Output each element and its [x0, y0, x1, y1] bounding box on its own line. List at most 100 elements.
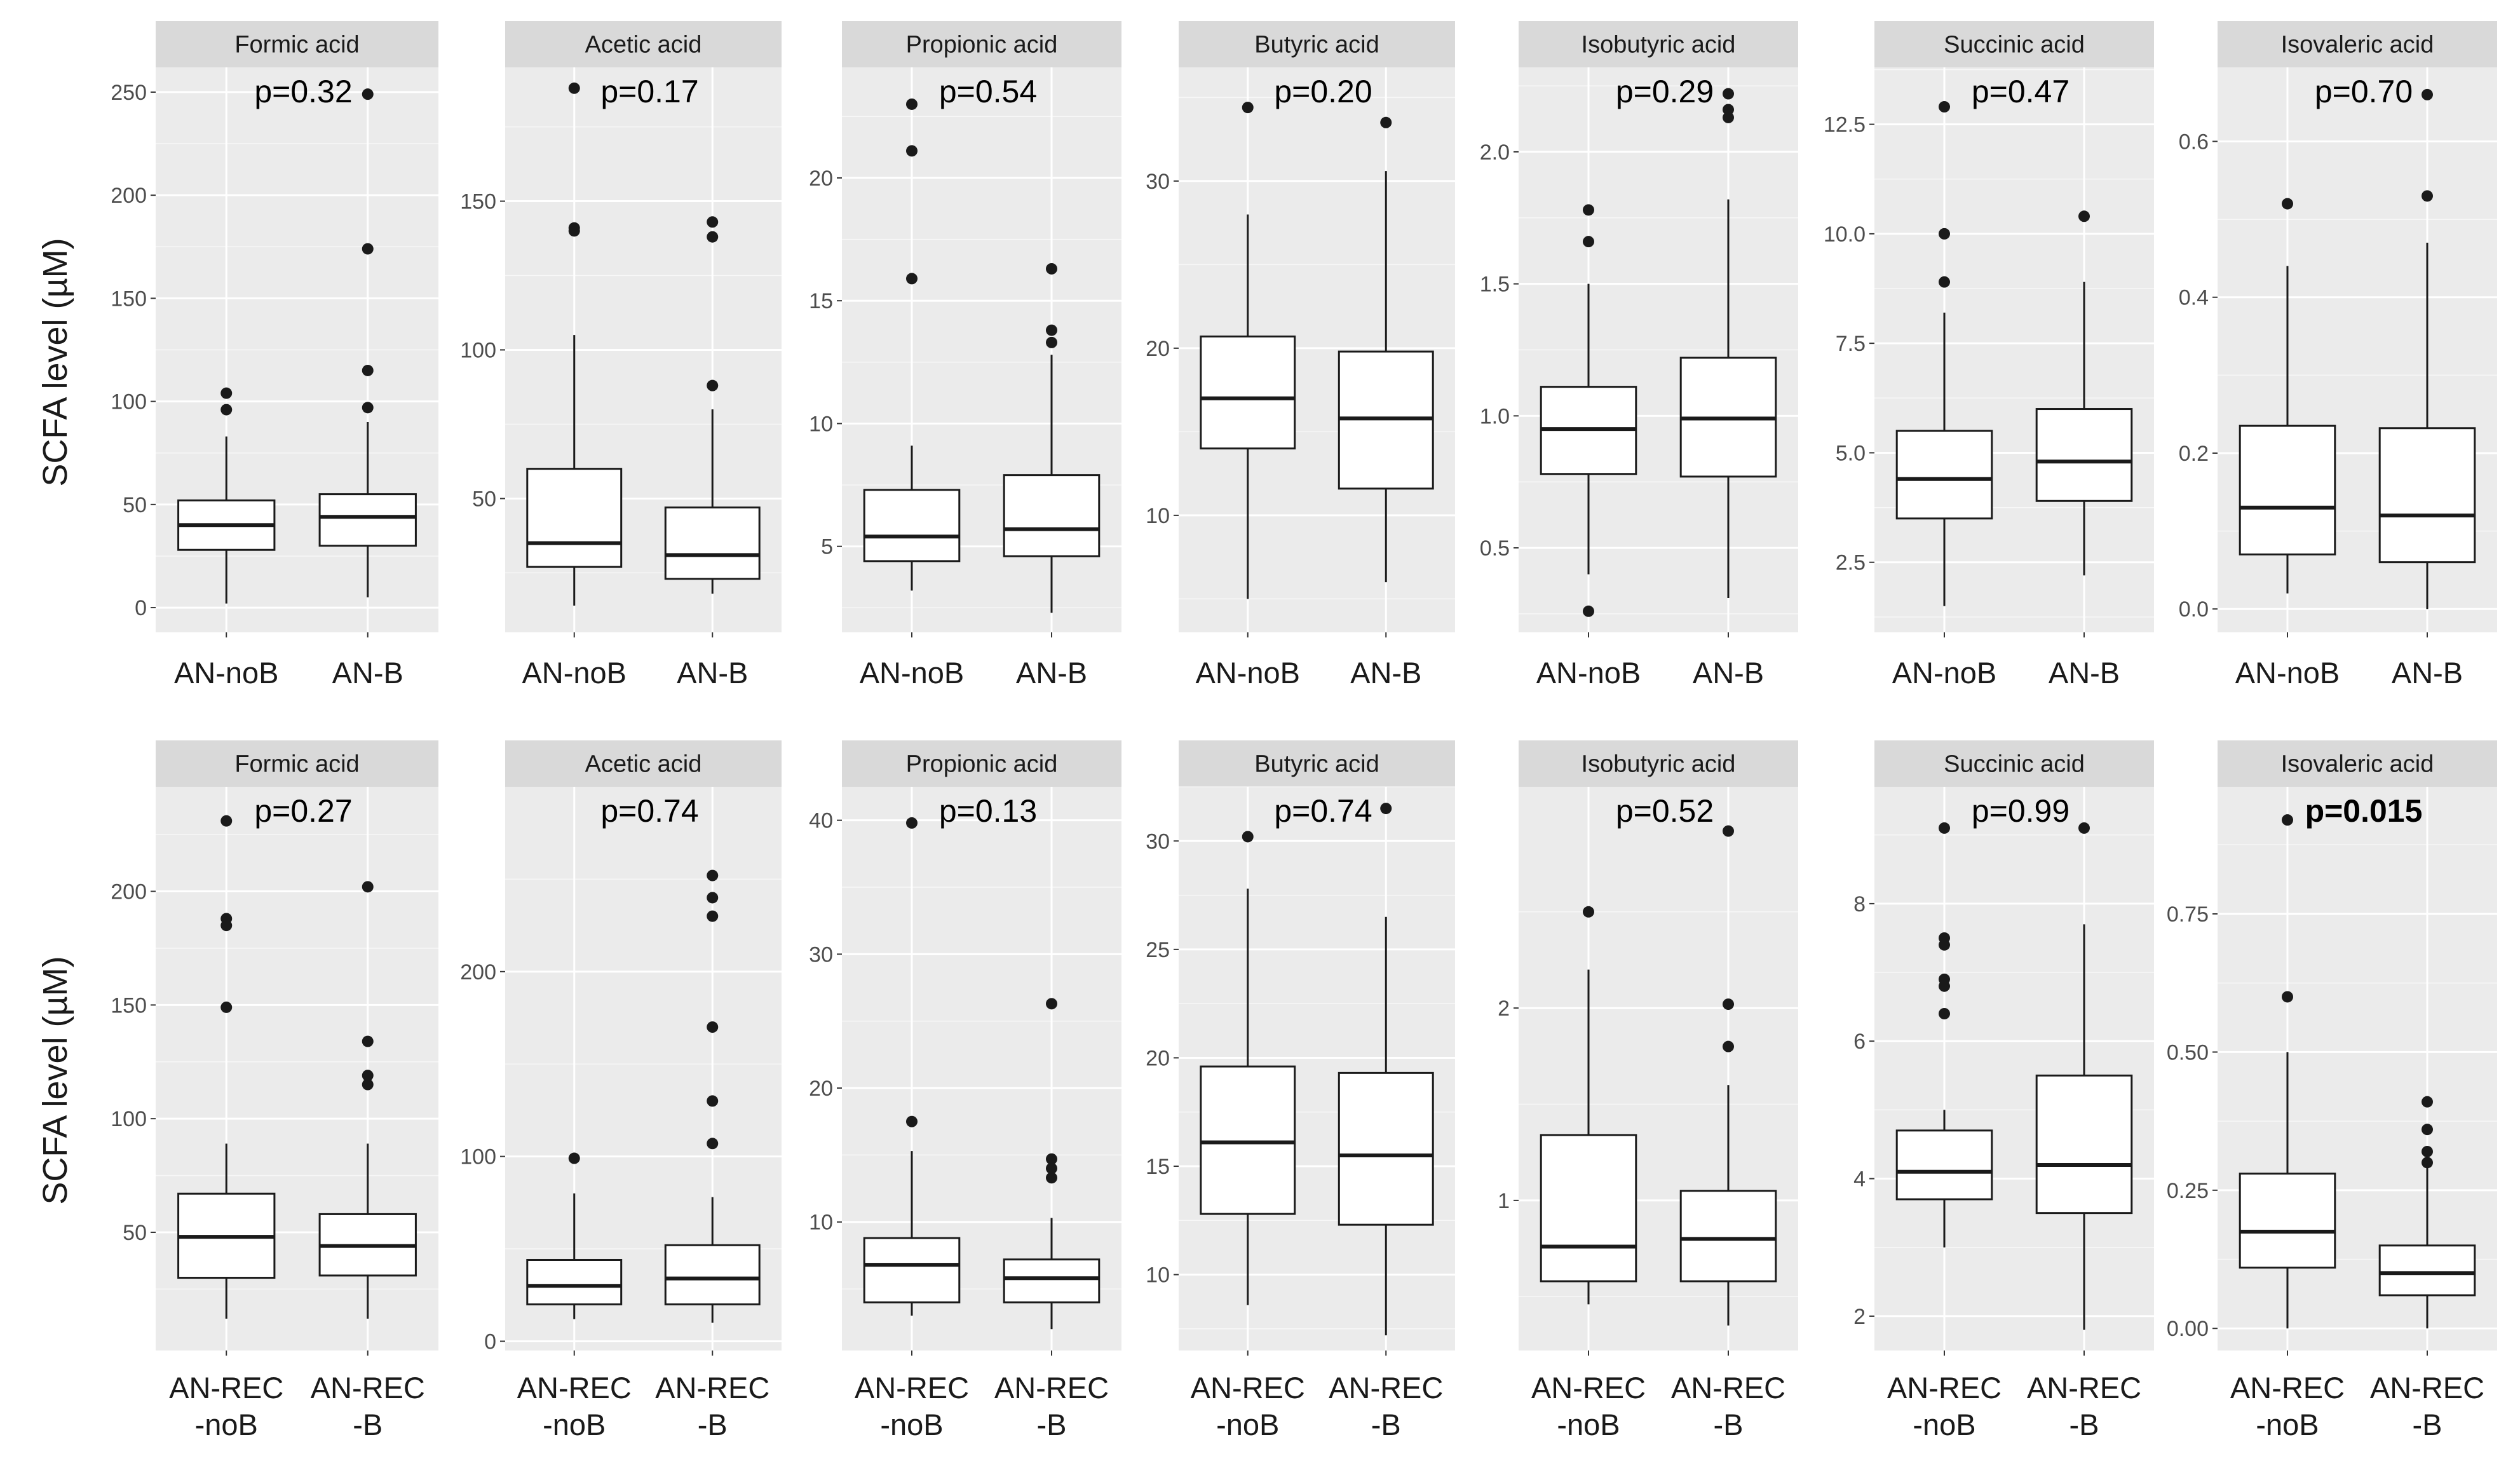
facet-strip	[2218, 21, 2497, 67]
outlier-point	[906, 98, 918, 110]
x-category-label: -noB	[2256, 1408, 2319, 1441]
y-tick-label: 150	[460, 190, 496, 214]
outlier-point	[707, 1095, 719, 1107]
box-2	[1003, 998, 1101, 1330]
y-tick-label: 0.50	[2167, 1040, 2209, 1065]
p-value-label: p=0.54	[939, 74, 1037, 109]
box-2	[2378, 88, 2476, 609]
y-tick-label: 100	[111, 390, 147, 414]
outlier-point	[707, 910, 719, 922]
p-value-label: p=0.13	[939, 793, 1037, 829]
outlier-point	[2078, 210, 2090, 222]
x-category-label: -B	[1714, 1408, 1744, 1441]
facet-title: Formic acid	[234, 32, 359, 58]
facet-strip	[842, 740, 1121, 787]
box-2	[664, 216, 761, 594]
iqr-box	[1338, 1072, 1434, 1226]
box-1	[177, 815, 276, 1319]
iqr-box	[1895, 1129, 1993, 1201]
box-1	[1200, 102, 1296, 599]
iqr-box	[1200, 335, 1296, 450]
facet-2-3: Propionic acid10203040AN-REC-noBAN-REC-B…	[809, 740, 1121, 1441]
y-tick-label: 2.5	[1836, 551, 1866, 575]
box-1	[1895, 822, 1993, 1248]
outlier-point	[220, 815, 233, 827]
outlier-point	[906, 273, 918, 285]
iqr-box	[664, 506, 761, 580]
y-tick-label: 20	[1146, 1046, 1170, 1070]
outlier-point	[2422, 190, 2433, 202]
outlier-point	[362, 1070, 374, 1082]
y-tick-label: 0.5	[1480, 536, 1510, 561]
x-category-label: -noB	[880, 1408, 943, 1441]
y-tick-label: 0	[484, 1330, 496, 1354]
y-tick-label: 50	[123, 1221, 147, 1245]
box-2	[318, 881, 417, 1319]
facet-2-6: Succinic acid2468AN-REC-noBAN-REC-Bp=0.9…	[1853, 740, 2154, 1441]
outlier-point	[2422, 1096, 2433, 1108]
x-category-label: AN-REC	[2230, 1371, 2345, 1405]
box-1	[863, 817, 961, 1316]
iqr-box	[526, 468, 623, 568]
x-category-label: AN-REC	[1671, 1371, 1785, 1405]
facet-title: Propionic acid	[906, 751, 1058, 778]
y-tick-label: 25	[1146, 938, 1170, 962]
y-tick-label: 30	[1146, 829, 1170, 854]
box-2	[1003, 262, 1101, 613]
outlier-point	[707, 869, 719, 881]
box-1	[177, 387, 276, 604]
facet-strip	[156, 21, 438, 67]
outlier-point	[906, 817, 918, 829]
outlier-point	[1723, 111, 1734, 123]
box-2	[664, 869, 761, 1323]
x-category-label: AN-B	[332, 656, 403, 690]
x-category-label: AN-noB	[1892, 656, 1997, 690]
x-category-label: AN-REC	[517, 1371, 632, 1405]
y-tick-label: 0.25	[2167, 1179, 2209, 1203]
x-category-label: -B	[1371, 1408, 1401, 1441]
y-tick-label: 10	[1146, 1263, 1170, 1288]
outlier-point	[2282, 198, 2293, 210]
facet-strip	[505, 740, 782, 787]
outlier-point	[1723, 998, 1734, 1010]
iqr-box	[664, 1244, 761, 1305]
x-category-label: AN-B	[677, 656, 748, 690]
facet-title: Acetic acid	[585, 751, 702, 778]
y-tick-label: 40	[809, 809, 833, 833]
facet-1-5: Isobutyric acid 0.5 1.0 1.5 2.0 AN-noB AN-B p=0…	[1480, 21, 1798, 690]
outlier-point	[2422, 1124, 2433, 1136]
x-category-label: AN-REC	[655, 1371, 769, 1405]
x-category-label: AN-REC	[2027, 1371, 2141, 1405]
facet-1-4: Butyric acid 10 20 30 AN-noB AN-B p=0.20	[1146, 21, 1455, 690]
iqr-box	[2035, 408, 2133, 502]
y-tick-label: 200	[111, 880, 147, 904]
facet-title: Butyric acid	[1254, 32, 1379, 58]
outlier-point	[1242, 831, 1254, 843]
iqr-box	[2378, 1244, 2476, 1296]
outlier-point	[362, 364, 374, 376]
outlier-point	[1046, 324, 1057, 336]
x-category-label: AN-noB	[1195, 656, 1300, 690]
iqr-box	[2035, 1074, 2133, 1215]
outlier-point	[2422, 1157, 2433, 1169]
outlier-point	[1242, 102, 1254, 114]
facet-strip	[1519, 21, 1798, 67]
x-category-label: AN-REC	[311, 1371, 425, 1405]
outlier-point	[1723, 825, 1734, 837]
box-2	[1338, 116, 1434, 583]
x-category-label: AN-REC	[994, 1371, 1109, 1405]
y-axis-label-row2: SCFA level (µM)	[36, 956, 74, 1204]
p-value-label: p=0.47	[1972, 74, 2070, 109]
box-1	[2239, 814, 2336, 1329]
box-2	[1679, 825, 1777, 1326]
iqr-box	[1540, 1134, 1637, 1283]
iqr-box	[2239, 1173, 2336, 1269]
y-tick-label: 1.5	[1480, 273, 1510, 297]
facet-2-4: Butyric acid1015202530AN-REC-noBAN-REC-B…	[1146, 740, 1455, 1441]
facet-1-6: Succinic acid 2.5 5.0 7.5 10.0 12.5 AN-noB AN-B…	[1824, 21, 2154, 690]
outlier-point	[1380, 803, 1392, 815]
outlier-point	[1583, 236, 1594, 248]
x-category-label: AN-noB	[174, 656, 279, 690]
y-tick-label: 100	[111, 1107, 147, 1131]
